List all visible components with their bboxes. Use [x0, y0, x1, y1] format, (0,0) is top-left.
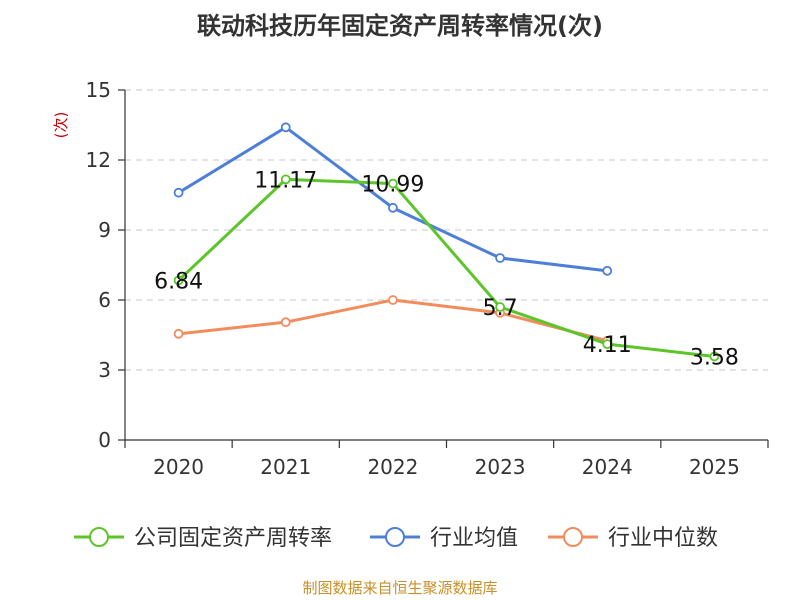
data-point	[495, 253, 505, 263]
y-tick-label: 6	[98, 288, 111, 312]
y-tick-label: 9	[98, 218, 111, 242]
source-note: 制图数据来自恒生聚源数据库	[302, 579, 497, 597]
x-tick-label: 2024	[582, 455, 633, 479]
gridlines	[125, 89, 768, 371]
data-point	[280, 317, 291, 328]
legend-swatch-marker	[89, 527, 109, 547]
data-label: 10.99	[361, 173, 424, 198]
legend-label: 行业中位数	[608, 526, 718, 551]
legend-label: 行业均值	[430, 526, 518, 551]
data-label: 11.17	[254, 168, 317, 193]
data-point	[388, 295, 398, 305]
axes: 0 3 6 9 12 15 2020 2021 2022 2023 2024 2025	[86, 78, 769, 479]
legend-item-2: 行业中位数	[548, 526, 718, 551]
series-group	[173, 122, 720, 362]
data-label: 6.84	[154, 269, 203, 294]
legend-item-1: 行业均值	[370, 526, 518, 551]
series-line	[177, 125, 608, 273]
y-tick-label: 0	[98, 428, 111, 452]
data-point	[173, 275, 184, 286]
y-tick-label: 3	[98, 358, 111, 382]
data-point	[280, 122, 291, 133]
data-point	[495, 302, 505, 312]
x-tick-label: 2020	[153, 455, 204, 479]
legend-swatch-marker	[385, 527, 405, 547]
data-label: 3.58	[690, 345, 739, 370]
x-tick-label: 2021	[260, 455, 311, 479]
data-labels: 6.84 11.17 10.99 5.7 4.11 3.58	[154, 168, 739, 370]
x-tick-label: 2023	[475, 455, 526, 479]
data-point	[388, 178, 398, 189]
series-0	[173, 174, 720, 362]
data-point	[709, 351, 720, 362]
data-point	[173, 328, 184, 339]
legend: 公司固定资产周转率 行业均值 行业中位数	[74, 526, 718, 551]
legend-label: 公司固定资产周转率	[134, 526, 332, 551]
data-label: 4.11	[583, 333, 632, 358]
series-2	[173, 295, 613, 346]
chart-title: 联动科技历年固定资产周转率情况(次)	[197, 12, 603, 40]
x-tick-label: 2022	[367, 455, 418, 479]
data-point	[602, 339, 613, 350]
y-tick-label: 15	[86, 78, 111, 102]
legend-item-0: 公司固定资产周转率	[74, 526, 332, 551]
data-point	[280, 174, 291, 185]
y-axis-unit-label: (次)	[52, 112, 70, 139]
series-1	[173, 122, 613, 276]
data-label: 5.7	[483, 296, 518, 321]
x-tick-label: 2025	[689, 455, 740, 479]
series-line	[177, 177, 715, 358]
legend-swatch-marker	[563, 527, 583, 547]
y-tick-label: 12	[86, 148, 111, 172]
data-point	[173, 187, 184, 198]
data-point	[388, 202, 398, 213]
data-point	[602, 265, 613, 276]
